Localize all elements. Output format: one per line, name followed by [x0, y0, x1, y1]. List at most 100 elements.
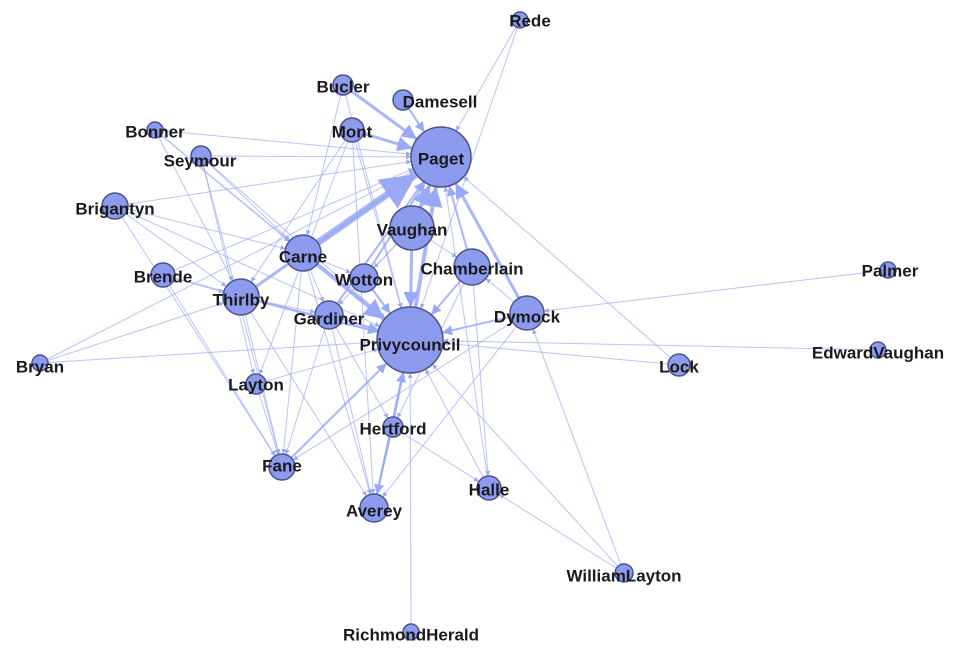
node: [410, 126, 472, 188]
nodes: Rede Bucler Damesell Mont Paget Bonner Seymour…: [16, 11, 944, 644]
edge: [200, 155, 291, 241]
node: [402, 623, 420, 641]
edge: [342, 83, 418, 141]
node-label: Brende: [134, 267, 193, 286]
edge: [281, 362, 388, 468]
node-label: Privycouncil: [359, 335, 460, 354]
edge: [154, 129, 290, 242]
node-label: Paget: [418, 149, 465, 168]
edge: [442, 341, 680, 366]
node: [190, 145, 212, 167]
edge: [255, 383, 280, 455]
node-label: Bucler: [317, 77, 370, 96]
node: [31, 354, 49, 372]
edge: [154, 129, 412, 157]
edge: [328, 180, 425, 316]
node-label: EdwardVaughan: [812, 343, 944, 362]
node: [509, 295, 545, 331]
edge: [328, 314, 373, 495]
node-label: Chamberlain: [421, 259, 524, 278]
edge: [443, 186, 490, 489]
edge: [407, 372, 413, 633]
edge: [292, 312, 528, 461]
edge: [114, 159, 412, 207]
edge: [200, 154, 412, 160]
edge: [302, 252, 372, 495]
node-label: Mont: [332, 122, 373, 141]
edge: [305, 84, 344, 236]
edge: [154, 129, 234, 282]
edge: [455, 19, 521, 132]
node-label: Hertford: [359, 419, 426, 438]
edge: [162, 168, 414, 276]
node-label: Layton: [228, 375, 284, 394]
node: [245, 373, 267, 395]
edges: [39, 19, 889, 633]
node-label: Bryan: [16, 357, 64, 376]
edge: [431, 363, 625, 574]
edge: [351, 129, 376, 495]
node-label: Dymock: [494, 307, 561, 326]
node: [314, 300, 344, 330]
node-label: Brigantyn: [75, 199, 154, 218]
edge: [463, 176, 680, 366]
edge: [200, 155, 255, 375]
edge: [114, 205, 276, 457]
node: [339, 117, 365, 143]
node-label: Fane: [262, 456, 302, 475]
edge: [425, 368, 490, 489]
node-label: Thirlby: [213, 290, 270, 309]
node-label: Palmer: [862, 261, 919, 280]
edge: [532, 328, 625, 574]
edge: [255, 348, 379, 385]
edge: [114, 205, 286, 250]
node: [392, 89, 414, 111]
edge: [250, 129, 353, 283]
node-label: WilliamLayton: [566, 566, 681, 585]
node: [389, 205, 435, 251]
edge: [114, 205, 227, 287]
node-label: Averey: [346, 501, 403, 520]
edge: [351, 129, 403, 309]
edge: [375, 426, 394, 495]
edge: [392, 426, 480, 482]
node-label: Halle: [469, 480, 510, 499]
node: [349, 263, 379, 293]
edge: [328, 314, 389, 419]
node: [376, 306, 444, 374]
node: [667, 353, 691, 377]
node-label: Rede: [509, 11, 551, 30]
node: [150, 262, 176, 288]
edge: [382, 312, 528, 498]
node: [869, 341, 887, 359]
edge: [543, 269, 889, 313]
edge: [498, 493, 625, 574]
node-label: Seymour: [164, 151, 237, 170]
node-label: Gardiner: [294, 309, 365, 328]
node: [284, 234, 322, 272]
node: [146, 121, 164, 139]
node: [511, 11, 529, 29]
node: [359, 493, 389, 523]
node-label: RichmondHerald: [343, 625, 479, 644]
edge: [240, 296, 367, 497]
node: [879, 261, 897, 279]
node: [614, 563, 634, 583]
node-label: Damesell: [403, 92, 478, 111]
node-label: Wotton: [335, 270, 393, 289]
node: [222, 278, 260, 316]
node: [101, 192, 129, 220]
edge: [442, 338, 879, 351]
node: [332, 74, 354, 96]
node-label: Carne: [279, 247, 327, 266]
node-label: Vaughan: [377, 220, 448, 239]
node: [382, 416, 404, 438]
node: [453, 248, 491, 286]
edge: [39, 170, 415, 364]
node-label: Bonner: [125, 122, 185, 141]
edge: [39, 301, 225, 364]
node: [268, 453, 296, 481]
edge: [162, 274, 276, 457]
edge: [454, 182, 529, 314]
